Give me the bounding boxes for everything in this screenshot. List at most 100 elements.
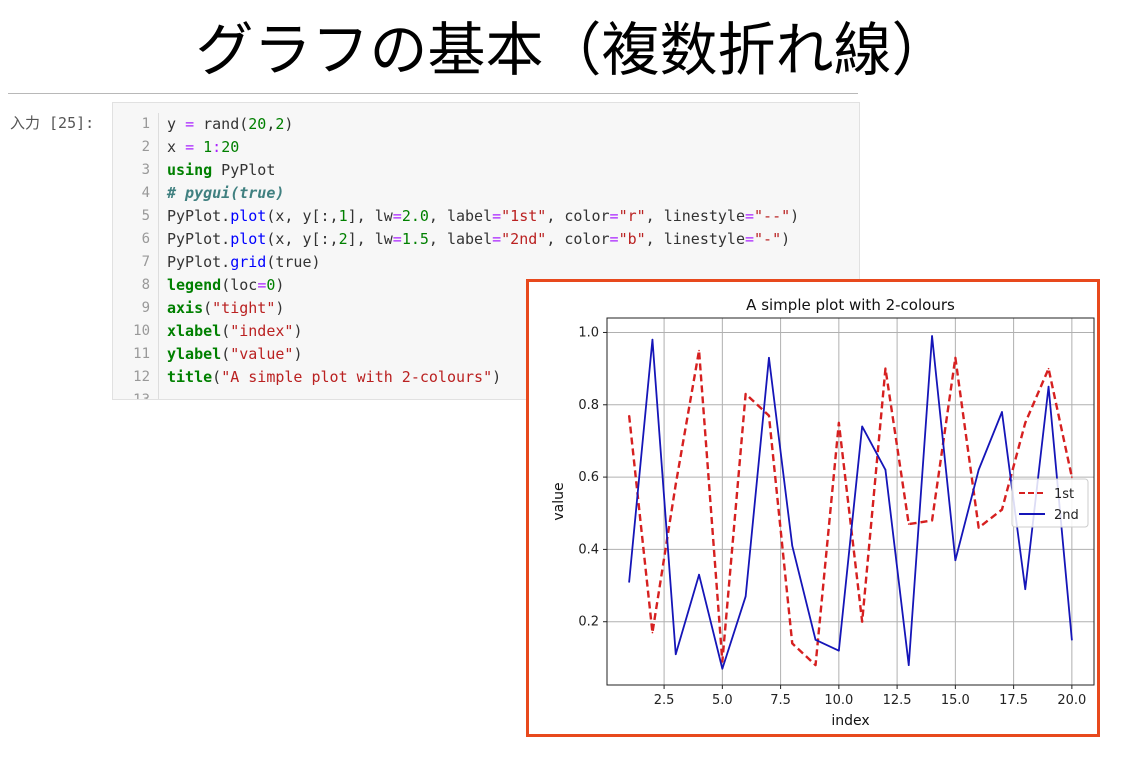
line-number: 2 xyxy=(141,139,150,155)
code-token: , linestyle xyxy=(645,230,745,248)
code-token: = xyxy=(257,276,267,294)
legend-label: 2nd xyxy=(1054,508,1079,523)
title-divider xyxy=(8,93,858,94)
legend-label: 1st xyxy=(1054,487,1074,502)
data-point xyxy=(884,367,887,370)
line-chart: 2.5 5.0 7.5 10.0 12.5 15.0 17.5 20.0 0.2 0.4 0.6 0.… xyxy=(551,296,1095,729)
code-token: using xyxy=(167,161,213,179)
y-tick-label: 0.8 xyxy=(578,398,599,413)
data-point xyxy=(698,573,700,576)
data-point xyxy=(721,660,724,663)
data-point xyxy=(884,469,887,471)
line-number: 12 xyxy=(133,369,150,385)
x-tick-label: 15.0 xyxy=(941,693,970,708)
code-token: (loc xyxy=(221,276,258,294)
line-number: 7 xyxy=(141,254,150,270)
series-line-2nd xyxy=(628,335,1073,670)
x-tick-label: 7.5 xyxy=(770,693,791,708)
code-token: , linestyle xyxy=(645,207,745,225)
code-token: x xyxy=(167,138,186,156)
data-point xyxy=(1047,367,1050,370)
code-token: # pygui(true) xyxy=(167,184,285,202)
data-point xyxy=(791,544,794,547)
code-token: title xyxy=(167,368,213,386)
data-point xyxy=(768,414,770,417)
line-number: 5 xyxy=(141,208,150,224)
code-token: plot xyxy=(230,230,267,248)
code-token: ( xyxy=(221,322,231,340)
code-token: "index" xyxy=(230,322,294,340)
code-token: rand( xyxy=(194,115,249,133)
code-editor[interactable]: y = rand(20,2) x = 1:20 using PyPlot # pygu… xyxy=(167,113,859,399)
code-token: 2 xyxy=(275,115,285,133)
code-token: "b" xyxy=(618,230,646,248)
code-token: = xyxy=(745,207,755,225)
code-token: PyPlot. xyxy=(167,230,231,248)
data-point xyxy=(628,581,630,583)
code-cell[interactable]: 1 2 3 4 5 6 7 8 9 10 11 12 13 y = rand(20,2) x = 1:20… xyxy=(112,102,860,400)
code-token: ) xyxy=(275,276,285,294)
chart-title: A simple plot with 2-colours xyxy=(746,296,955,314)
code-line: ylabel("value") xyxy=(167,343,859,366)
y-tick-label: 0.2 xyxy=(578,615,599,630)
code-token: = xyxy=(609,207,619,225)
code-line: PyPlot.plot(x, y[:,2], lw=1.5, label="2n… xyxy=(167,228,859,251)
data-point xyxy=(1071,476,1073,478)
x-tick-label: 5.0 xyxy=(712,693,733,708)
y-tick-label: 0.4 xyxy=(578,542,599,557)
code-token: , label xyxy=(428,207,493,225)
code-token: = xyxy=(609,230,619,248)
code-token: = xyxy=(185,115,195,133)
x-tick-label: 2.5 xyxy=(654,693,675,708)
code-line: axis("tight") xyxy=(167,297,859,320)
data-point xyxy=(907,664,910,666)
code-token: = xyxy=(185,138,195,156)
code-token: ( xyxy=(221,345,231,363)
line-number: 1 xyxy=(141,116,150,132)
slide-title: グラフの基本（複数折れ線） xyxy=(195,16,950,84)
code-token: = xyxy=(392,207,402,225)
code-line: xlabel("index") xyxy=(167,320,859,343)
code-token: ) xyxy=(293,322,303,340)
code-token: "1st" xyxy=(501,207,547,225)
data-point xyxy=(814,639,817,641)
code-token: 2 xyxy=(338,230,348,248)
code-token: ) xyxy=(275,299,285,317)
code-token: (x, y[:, xyxy=(266,207,339,225)
data-point xyxy=(791,642,794,645)
data-point xyxy=(651,338,654,341)
data-point xyxy=(744,595,747,598)
code-line: title("A simple plot with 2-colours") xyxy=(167,366,859,389)
code-token: 20 xyxy=(248,115,267,133)
code-token: "-" xyxy=(754,230,782,248)
code-line: legend(loc=0) xyxy=(167,274,859,297)
code-token: PyPlot. xyxy=(167,207,231,225)
code-token: "A simple plot with 2-colours" xyxy=(221,368,493,386)
code-token xyxy=(194,138,203,156)
code-line: PyPlot.grid(true) xyxy=(167,251,859,274)
data-point xyxy=(721,667,724,670)
code-line: y = rand(20,2) xyxy=(167,113,859,136)
data-point xyxy=(1024,588,1027,590)
x-tick-label: 20.0 xyxy=(1057,693,1086,708)
code-token: ], lw xyxy=(347,230,393,248)
data-point xyxy=(907,523,910,525)
data-point xyxy=(1001,508,1003,511)
code-token: "r" xyxy=(618,207,646,225)
y-axis-label: value xyxy=(551,482,567,520)
code-token: ) xyxy=(293,345,303,363)
code-token: ) xyxy=(790,207,800,225)
series-line-1st xyxy=(627,349,1074,667)
code-token: ) xyxy=(284,115,294,133)
code-token: = xyxy=(492,230,502,248)
code-token: "value" xyxy=(230,345,294,363)
code-token: "tight" xyxy=(212,299,276,317)
code-token: xlabel xyxy=(167,322,222,340)
data-point xyxy=(861,425,863,428)
code-token: : xyxy=(212,138,222,156)
code-token: "2nd" xyxy=(501,230,547,248)
code-token: , label xyxy=(428,230,493,248)
data-point xyxy=(744,393,747,395)
code-token: , color xyxy=(546,207,610,225)
data-point xyxy=(768,356,770,359)
